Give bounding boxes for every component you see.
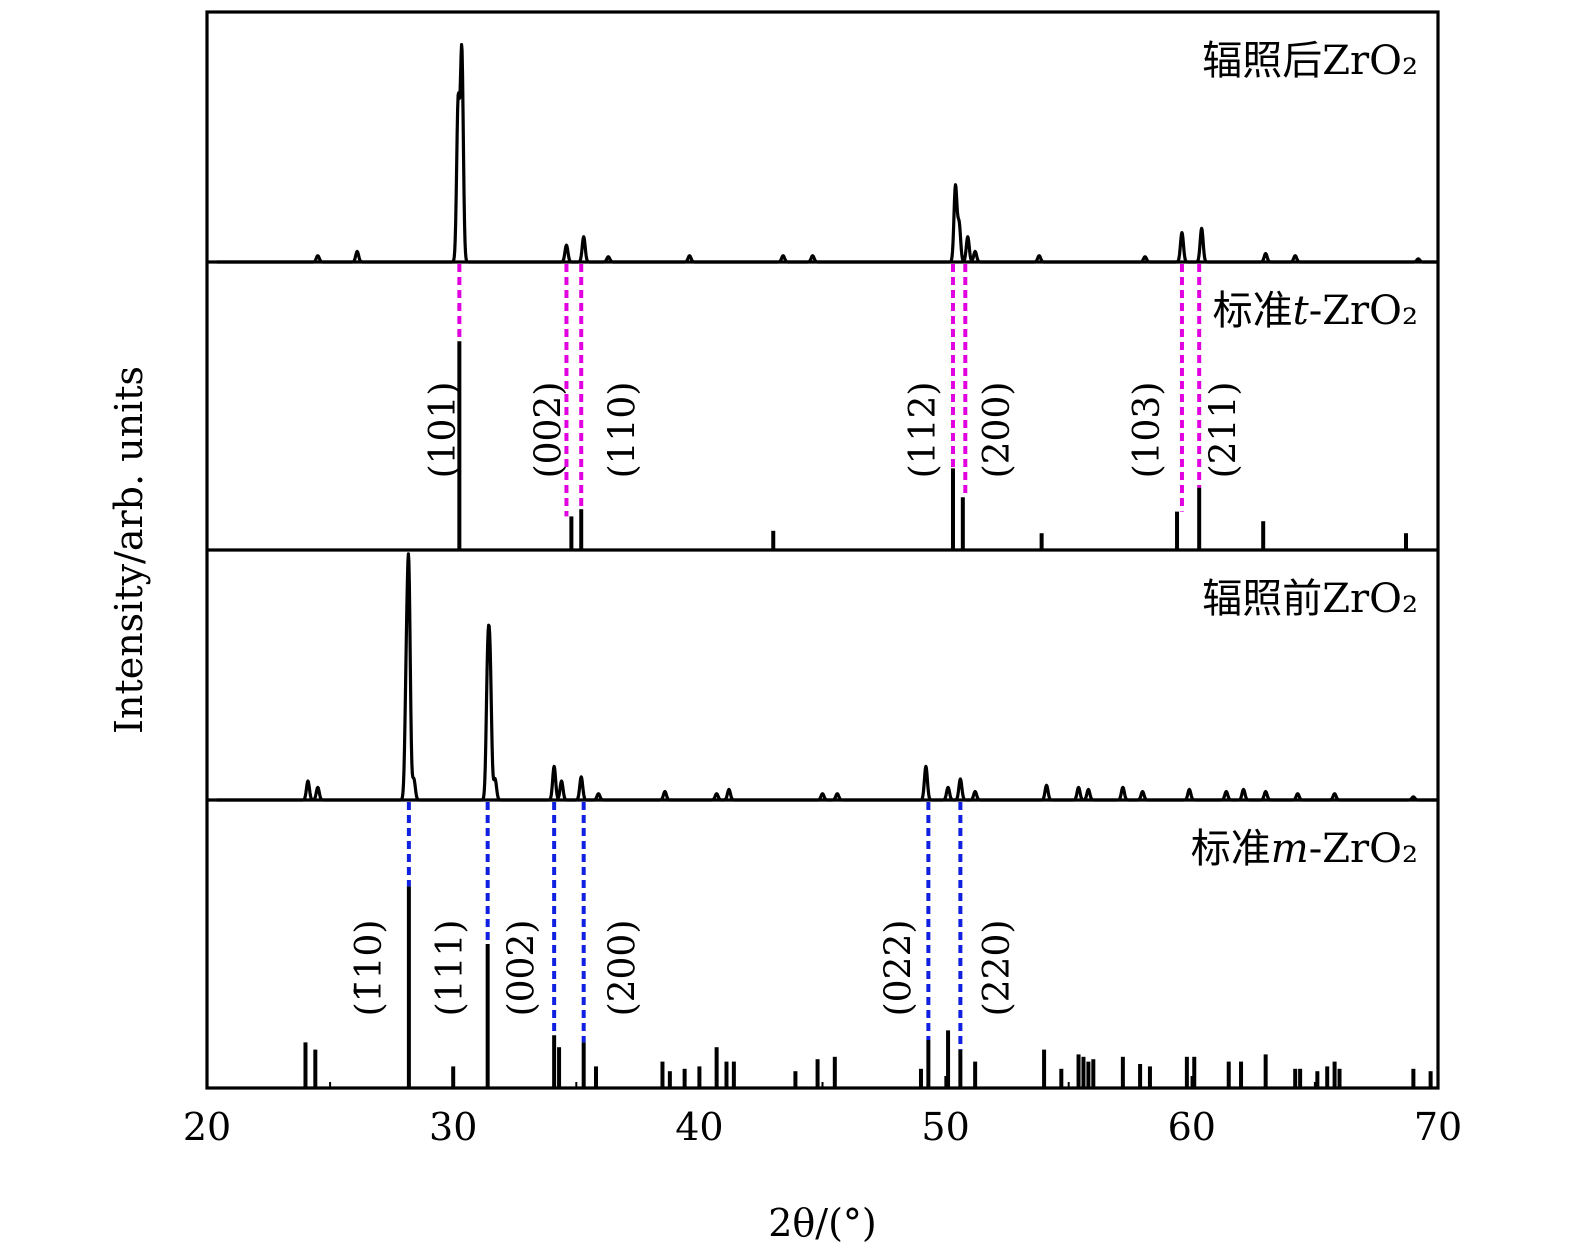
panel-standard-m: (1̄10) (111) (002) (200) (022) (220) 标准m-ZrO₂ bbox=[303, 802, 1433, 1088]
hkl-label-standard-t-4: (200) bbox=[977, 382, 1018, 479]
hkl-label-standard-t-3: (112) bbox=[903, 382, 944, 479]
x-tick-label-70: 70 bbox=[1414, 1105, 1462, 1149]
panel-label-irradiated: 辐照后ZrO₂ bbox=[1202, 38, 1418, 84]
x-tick-label-30: 30 bbox=[429, 1105, 477, 1149]
hkl-label-standard-m-4: (022) bbox=[878, 920, 919, 1017]
panel-standard-t: (101) (002) (110) (112) (200) (103) (211) 标准t-Z… bbox=[423, 264, 1418, 550]
panel-label-standard-t: 标准t-ZrO₂ bbox=[1213, 288, 1418, 334]
x-tick-label-60: 60 bbox=[1168, 1105, 1216, 1149]
panel-irradiated: 辐照后ZrO₂ bbox=[215, 38, 1439, 264]
plot-frame bbox=[205, 10, 1440, 1090]
hkl-label-standard-m-1: (111) bbox=[430, 920, 471, 1017]
hkl-label-standard-t-2: (110) bbox=[603, 382, 644, 479]
x-tick-label-50: 50 bbox=[921, 1105, 969, 1149]
x-axis: 20 30 40 50 60 70 bbox=[183, 1076, 1462, 1149]
panel-pristine: 辐照前ZrO₂ bbox=[215, 552, 1439, 802]
panel-label-standard-m: 标准m-ZrO₂ bbox=[1191, 826, 1418, 872]
x-axis-title: 2θ/(°) bbox=[768, 1201, 877, 1245]
hkl-label-standard-t-0: (101) bbox=[423, 382, 464, 479]
hkl-label-standard-m-2: (002) bbox=[502, 920, 543, 1017]
hkl-label-standard-t-5: (103) bbox=[1127, 382, 1168, 479]
hkl-label-standard-t-1: (002) bbox=[529, 382, 570, 479]
hkl-label-standard-m-5: (220) bbox=[977, 920, 1018, 1017]
x-tick-label-20: 20 bbox=[183, 1105, 231, 1149]
x-tick-label-40: 40 bbox=[675, 1105, 723, 1149]
panel-label-pristine: 辐照前ZrO₂ bbox=[1202, 576, 1418, 622]
panels-layer: 辐照后ZrO₂ (101) (002) (110) (112) (200) (103) (21… bbox=[215, 38, 1439, 1088]
hkl-label-standard-t-6: (211) bbox=[1203, 382, 1244, 479]
hkl-label-standard-m-0: (1̄10) bbox=[349, 920, 390, 1017]
y-axis-title: Intensity/arb. units bbox=[107, 366, 151, 734]
hkl-label-standard-m-3: (200) bbox=[603, 920, 644, 1017]
